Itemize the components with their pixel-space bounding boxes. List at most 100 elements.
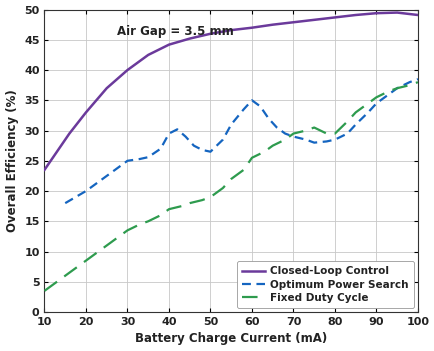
Fixed Duty Cycle (116, 234, 122, 239)
Optimum Power Search (394, 86, 399, 90)
Closed-Loop Control (54, 150, 59, 154)
Optimum Power Search (83, 189, 89, 193)
Fixed Duty Cycle (394, 86, 399, 90)
Fixed Duty Cycle (145, 219, 151, 223)
Line: Optimum Power Search: Optimum Power Search (65, 79, 417, 203)
Optimum Power Search (104, 174, 109, 178)
Closed-Loop Control (83, 110, 89, 114)
Closed-Loop Control (249, 26, 254, 30)
Optimum Power Search (220, 138, 225, 142)
Fixed Duty Cycle (83, 258, 89, 263)
Closed-Loop Control (145, 53, 151, 57)
Optimum Power Search (302, 138, 308, 142)
Optimum Power Search (191, 144, 196, 148)
Closed-Loop Control (352, 13, 358, 17)
Optimum Power Search (199, 148, 204, 152)
Fixed Duty Cycle (104, 243, 109, 247)
Fixed Duty Cycle (261, 150, 266, 154)
Line: Closed-Loop Control: Closed-Loop Control (44, 13, 417, 170)
Closed-Loop Control (166, 42, 171, 47)
Optimum Power Search (95, 180, 101, 184)
Fixed Duty Cycle (323, 132, 329, 136)
Fixed Duty Cycle (220, 186, 225, 190)
Closed-Loop Control (125, 68, 130, 72)
Fixed Duty Cycle (125, 228, 130, 232)
Optimum Power Search (116, 165, 122, 169)
Fixed Duty Cycle (199, 198, 204, 202)
Fixed Duty Cycle (187, 201, 192, 205)
Fixed Duty Cycle (282, 138, 287, 142)
Closed-Loop Control (42, 168, 47, 172)
Optimum Power Search (62, 201, 68, 205)
Optimum Power Search (273, 125, 279, 130)
Closed-Loop Control (311, 18, 316, 22)
Optimum Power Search (311, 140, 316, 145)
Fixed Duty Cycle (178, 204, 184, 208)
Optimum Power Search (344, 132, 349, 136)
Line: Fixed Duty Cycle: Fixed Duty Cycle (44, 82, 417, 291)
Fixed Duty Cycle (352, 110, 358, 114)
Optimum Power Search (323, 139, 329, 144)
Fixed Duty Cycle (249, 155, 254, 160)
Fixed Duty Cycle (42, 289, 47, 293)
X-axis label: Battery Charge Current (mA): Battery Charge Current (mA) (135, 332, 326, 345)
Optimum Power Search (137, 157, 142, 161)
Closed-Loop Control (187, 37, 192, 41)
Fixed Duty Cycle (54, 280, 59, 284)
Optimum Power Search (257, 104, 262, 108)
Fixed Duty Cycle (75, 265, 80, 269)
Fixed Duty Cycle (137, 222, 142, 226)
Fixed Duty Cycle (344, 119, 349, 124)
Closed-Loop Control (104, 86, 109, 90)
Optimum Power Search (290, 134, 296, 139)
Optimum Power Search (174, 127, 179, 131)
Fixed Duty Cycle (406, 83, 411, 87)
Optimum Power Search (352, 122, 358, 127)
Fixed Duty Cycle (311, 125, 316, 130)
Fixed Duty Cycle (385, 89, 391, 93)
Optimum Power Search (385, 92, 391, 97)
Optimum Power Search (75, 194, 80, 198)
Optimum Power Search (183, 134, 188, 139)
Optimum Power Search (406, 80, 411, 84)
Optimum Power Search (373, 101, 378, 105)
Optimum Power Search (249, 98, 254, 102)
Optimum Power Search (145, 155, 151, 159)
Optimum Power Search (158, 147, 163, 151)
Optimum Power Search (207, 150, 213, 154)
Optimum Power Search (166, 132, 171, 136)
Text: Air Gap = 3.5 mm: Air Gap = 3.5 mm (117, 25, 233, 38)
Fixed Duty Cycle (95, 250, 101, 254)
Optimum Power Search (240, 107, 246, 112)
Fixed Duty Cycle (158, 213, 163, 217)
Optimum Power Search (332, 138, 337, 142)
Fixed Duty Cycle (62, 274, 68, 278)
Closed-Loop Control (207, 32, 213, 36)
Fixed Duty Cycle (228, 177, 233, 181)
Legend: Closed-Loop Control, Optimum Power Search, Fixed Duty Cycle: Closed-Loop Control, Optimum Power Searc… (236, 261, 413, 308)
Fixed Duty Cycle (414, 80, 420, 84)
Closed-Loop Control (290, 20, 296, 24)
Fixed Duty Cycle (332, 132, 337, 136)
Fixed Duty Cycle (290, 132, 296, 136)
Closed-Loop Control (228, 28, 233, 32)
Optimum Power Search (414, 77, 420, 81)
Fixed Duty Cycle (373, 95, 378, 99)
Optimum Power Search (125, 159, 130, 163)
Optimum Power Search (265, 116, 270, 120)
Closed-Loop Control (270, 22, 275, 27)
Closed-Loop Control (414, 13, 420, 17)
Closed-Loop Control (373, 11, 378, 15)
Closed-Loop Control (332, 15, 337, 20)
Optimum Power Search (228, 122, 233, 127)
Fixed Duty Cycle (207, 195, 213, 199)
Fixed Duty Cycle (240, 168, 246, 172)
Closed-Loop Control (66, 132, 72, 136)
Fixed Duty Cycle (166, 207, 171, 211)
Y-axis label: Overall Efficiency (%): Overall Efficiency (%) (6, 90, 19, 232)
Fixed Duty Cycle (302, 128, 308, 133)
Closed-Loop Control (394, 11, 399, 15)
Fixed Duty Cycle (270, 144, 275, 148)
Optimum Power Search (282, 132, 287, 136)
Fixed Duty Cycle (365, 101, 370, 105)
